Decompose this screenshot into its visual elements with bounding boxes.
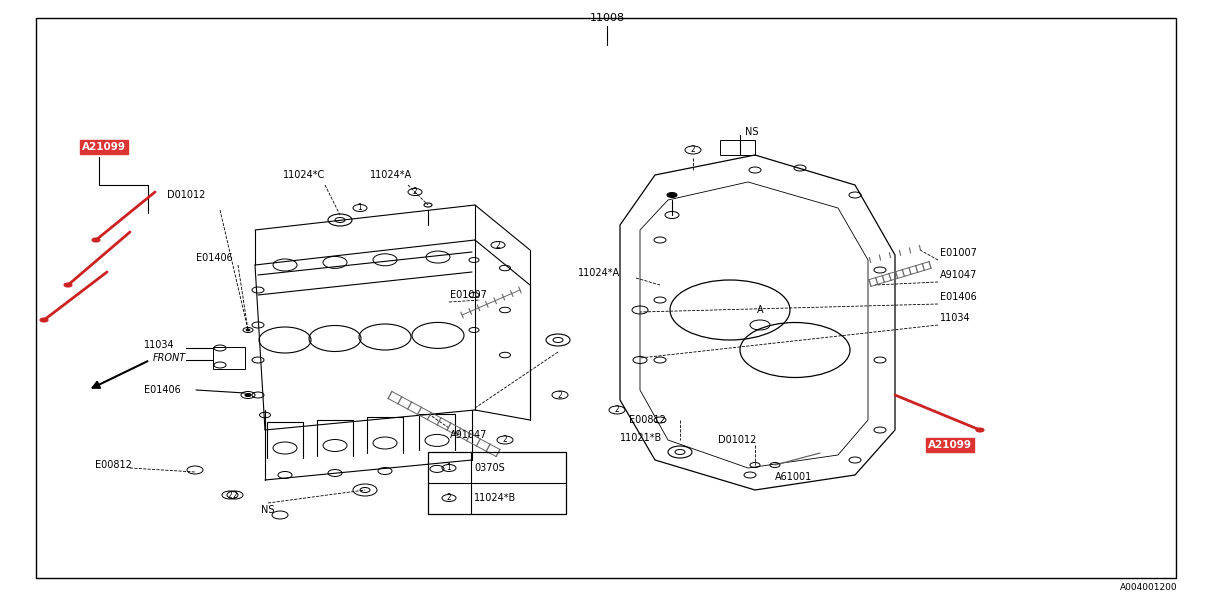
Text: 11024*B: 11024*B [473,493,516,503]
Text: 2: 2 [413,188,418,197]
Text: 2: 2 [447,493,452,503]
Text: E01406: E01406 [195,253,233,263]
Text: 2: 2 [495,240,500,249]
Text: A21099: A21099 [83,142,126,152]
Text: E01007: E01007 [450,290,487,300]
Text: E00812: E00812 [629,415,665,425]
Circle shape [92,238,100,242]
Text: A61001: A61001 [775,472,812,482]
Text: 2: 2 [614,405,619,415]
Circle shape [40,318,49,322]
Text: D01012: D01012 [168,190,205,200]
Circle shape [976,428,985,432]
Text: A21099: A21099 [927,440,972,450]
Text: 11024*C: 11024*C [283,170,325,180]
Text: A91047: A91047 [940,270,977,280]
Text: 11024*A: 11024*A [370,170,412,180]
Text: 11034: 11034 [940,313,971,323]
Text: 11021*B: 11021*B [620,433,663,443]
Text: 11008: 11008 [590,13,624,23]
Circle shape [64,283,72,287]
Bar [429,452,566,514]
Text: E01406: E01406 [144,385,181,395]
Bar [212,347,245,369]
Text: 11024*A: 11024*A [578,268,620,278]
Text: 1: 1 [447,464,452,472]
Text: FRONT: FRONT [153,353,186,363]
Text: D01012: D01012 [717,435,756,445]
Circle shape [246,329,250,331]
Text: 2: 2 [691,146,696,155]
Text: A004001200: A004001200 [1121,583,1178,592]
Text: 11034: 11034 [144,340,175,350]
Text: 0370S: 0370S [473,463,505,473]
Circle shape [245,393,251,396]
Text: A91047: A91047 [450,430,487,440]
Text: 2: 2 [503,435,507,444]
Text: 2: 2 [227,490,232,500]
Text: NS: NS [261,505,274,515]
Text: E00812: E00812 [95,460,132,470]
Text: 1: 1 [358,203,362,212]
Circle shape [666,192,677,197]
Text: A: A [756,305,764,315]
Text: NS: NS [745,127,759,137]
Text: 2: 2 [557,390,562,399]
Text: E01406: E01406 [940,292,977,302]
Text: 2: 2 [233,490,238,500]
Text: E01007: E01007 [940,248,977,258]
